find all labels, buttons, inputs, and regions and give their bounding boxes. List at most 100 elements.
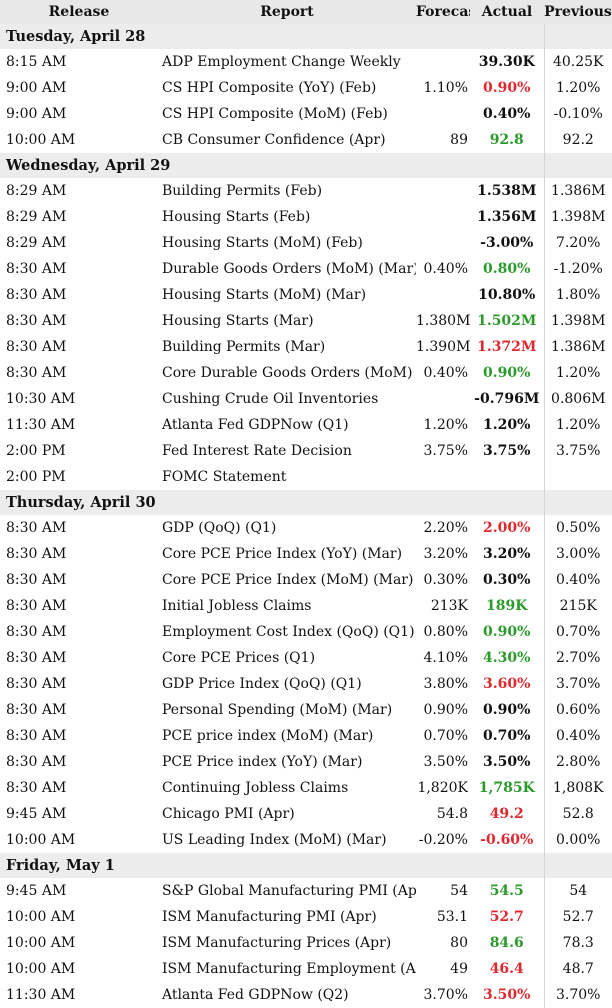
- previous-value: 40.25K: [543, 49, 612, 75]
- report-name: FOMC Statement: [162, 469, 287, 485]
- actual-value: 3.75%: [483, 443, 531, 459]
- table-row[interactable]: 8:30 AM Core PCE Price Index (YoY) (Mar) 3…: [0, 541, 612, 567]
- actual-value: 0.90%: [483, 365, 531, 381]
- day-previous-spacer: [543, 24, 612, 49]
- table-row[interactable]: 11:30 AM Atlanta Fed GDPNow (Q1) 1.20% 1.20…: [0, 412, 612, 438]
- report-name: GDP Price Index (QoQ) (Q1): [162, 676, 362, 692]
- release-time: 8:30 AM: [6, 546, 67, 562]
- table-row[interactable]: 10:00 AM ISM Manufacturing Prices (Apr) 80…: [0, 930, 612, 956]
- report-name: Cushing Crude Oil Inventories: [162, 391, 379, 407]
- forecast-value: 3.70%: [423, 987, 468, 1003]
- table-row[interactable]: 8:30 AM GDP (QoQ) (Q1) 2.20% 2.00% 0.50%: [0, 515, 612, 541]
- report-name: Housing Starts (MoM) (Feb): [162, 235, 363, 251]
- day-header-row: Thursday, April 30: [0, 490, 612, 515]
- release-time: 8:30 AM: [6, 676, 67, 692]
- report-name: Housing Starts (MoM) (Mar): [162, 287, 367, 303]
- report-name: Core Durable Goods Orders (MoM) (Ma: [162, 365, 416, 381]
- previous-value: 48.7: [543, 956, 612, 982]
- previous-value: 1.20%: [543, 412, 612, 438]
- report-name: Atlanta Fed GDPNow (Q2): [162, 987, 349, 1003]
- table-row[interactable]: 11:30 AM Atlanta Fed GDPNow (Q2) 3.70% 3.50…: [0, 982, 612, 1008]
- table-row[interactable]: 10:00 AM US Leading Index (MoM) (Mar) -0.2…: [0, 827, 612, 853]
- table-row[interactable]: 9:00 AM CS HPI Composite (YoY) (Feb) 1.10%…: [0, 75, 612, 101]
- table-row[interactable]: 2:00 PM FOMC Statement: [0, 464, 612, 490]
- table-row[interactable]: 8:29 AM Building Permits (Feb) 1.538M 1.386…: [0, 178, 612, 204]
- actual-value: 3.20%: [483, 546, 531, 562]
- release-time: 9:00 AM: [6, 80, 67, 96]
- actual-value: 10.80%: [478, 287, 536, 303]
- report-name: S&P Global Manufacturing PMI (Apr): [162, 883, 416, 899]
- header-row: Release Report Forecast Actual Previous: [0, 0, 612, 24]
- release-time: 8:15 AM: [6, 54, 67, 70]
- forecast-value: 1,820K: [417, 780, 468, 796]
- release-time: 8:30 AM: [6, 624, 67, 640]
- table-row[interactable]: 8:30 AM Employment Cost Index (QoQ) (Q1) 0…: [0, 619, 612, 645]
- forecast-value: 3.20%: [423, 546, 468, 562]
- previous-value: 92.2: [543, 127, 612, 153]
- table-row[interactable]: 9:00 AM CS HPI Composite (MoM) (Feb) 0.40%…: [0, 101, 612, 127]
- table-row[interactable]: 8:30 AM Core Durable Goods Orders (MoM) (…: [0, 360, 612, 386]
- forecast-value: 1.10%: [423, 80, 468, 96]
- actual-value: 2.00%: [483, 520, 531, 536]
- forecast-value: [416, 282, 470, 308]
- table-row[interactable]: 10:30 AM Cushing Crude Oil Inventories -0.…: [0, 386, 612, 412]
- release-time: 8:30 AM: [6, 287, 67, 303]
- column-header-release[interactable]: Release: [0, 0, 158, 24]
- previous-value: 1,808K: [543, 775, 612, 801]
- table-row[interactable]: 10:00 AM ISM Manufacturing Employment (Ap…: [0, 956, 612, 982]
- report-name: PCE Price index (YoY) (Mar): [162, 754, 363, 770]
- table-row[interactable]: 8:30 AM Building Permits (Mar) 1.390M 1.372…: [0, 334, 612, 360]
- actual-value: [470, 464, 544, 490]
- table-row[interactable]: 8:30 AM PCE Price index (YoY) (Mar) 3.50% 3…: [0, 749, 612, 775]
- release-time: 10:00 AM: [6, 909, 76, 925]
- table-row[interactable]: 8:30 AM Continuing Jobless Claims 1,820K 1,…: [0, 775, 612, 801]
- release-time: 8:30 AM: [6, 780, 67, 796]
- table-row[interactable]: 8:30 AM Durable Goods Orders (MoM) (Mar) 0…: [0, 256, 612, 282]
- table-row[interactable]: 10:00 AM CB Consumer Confidence (Apr) 89 92…: [0, 127, 612, 153]
- table-row[interactable]: 9:45 AM Chicago PMI (Apr) 54.8 49.2 52.8: [0, 801, 612, 827]
- table-row[interactable]: 8:30 AM Housing Starts (Mar) 1.380M 1.502M 1…: [0, 308, 612, 334]
- previous-value: 3.00%: [543, 541, 612, 567]
- forecast-value: 0.70%: [423, 728, 468, 744]
- table-row[interactable]: 8:30 AM Housing Starts (MoM) (Mar) 10.80% 1…: [0, 282, 612, 308]
- table-row[interactable]: 8:29 AM Housing Starts (MoM) (Feb) -3.00% 7…: [0, 230, 612, 256]
- forecast-value: 0.40%: [423, 261, 468, 277]
- table-row[interactable]: 8:30 AM PCE price index (MoM) (Mar) 0.70% 0…: [0, 723, 612, 749]
- forecast-value: 0.30%: [423, 572, 468, 588]
- report-name: ISM Manufacturing PMI (Apr): [162, 909, 377, 925]
- report-name: Core PCE Price Index (MoM) (Mar): [162, 572, 414, 588]
- column-header-report[interactable]: Report: [158, 0, 416, 24]
- release-time: 8:30 AM: [6, 313, 67, 329]
- table-row[interactable]: 10:00 AM ISM Manufacturing PMI (Apr) 53.1 5…: [0, 904, 612, 930]
- forecast-value: [416, 101, 470, 127]
- actual-value: 4.30%: [483, 650, 531, 666]
- table-row[interactable]: 8:30 AM Core PCE Price Index (MoM) (Mar) 0…: [0, 567, 612, 593]
- previous-value: 52.8: [543, 801, 612, 827]
- table-row[interactable]: 9:45 AM S&P Global Manufacturing PMI (Apr…: [0, 878, 612, 904]
- forecast-value: 213K: [430, 598, 468, 614]
- table-row[interactable]: 8:30 AM Core PCE Prices (Q1) 4.10% 4.30% 2.7…: [0, 645, 612, 671]
- actual-value: 3.50%: [483, 987, 531, 1003]
- day-previous-spacer: [543, 153, 612, 178]
- previous-value: 0.40%: [543, 723, 612, 749]
- actual-value: 52.7: [489, 909, 524, 925]
- table-row[interactable]: 8:15 AM ADP Employment Change Weekly 39.30…: [0, 49, 612, 75]
- column-header-actual[interactable]: Actual: [470, 0, 544, 24]
- table-row[interactable]: 8:29 AM Housing Starts (Feb) 1.356M 1.398M: [0, 204, 612, 230]
- forecast-value: 3.80%: [423, 676, 468, 692]
- release-time: 2:00 PM: [6, 443, 66, 459]
- release-time: 8:30 AM: [6, 365, 67, 381]
- forecast-value: 49: [450, 961, 468, 977]
- table-row[interactable]: 2:00 PM Fed Interest Rate Decision 3.75% 3.…: [0, 438, 612, 464]
- previous-value: 0.40%: [543, 567, 612, 593]
- table-row[interactable]: 8:30 AM Personal Spending (MoM) (Mar) 0.90…: [0, 697, 612, 723]
- table-row[interactable]: 8:30 AM GDP Price Index (QoQ) (Q1) 3.80% 3.…: [0, 671, 612, 697]
- column-header-forecast[interactable]: Forecast: [416, 0, 470, 24]
- release-time: 8:29 AM: [6, 235, 67, 251]
- report-name: Building Permits (Mar): [162, 339, 326, 355]
- column-header-previous[interactable]: Previous: [544, 0, 612, 24]
- forecast-value: -0.20%: [418, 832, 468, 848]
- table-row[interactable]: 8:30 AM Initial Jobless Claims 213K 189K 215…: [0, 593, 612, 619]
- report-name: PCE price index (MoM) (Mar): [162, 728, 374, 744]
